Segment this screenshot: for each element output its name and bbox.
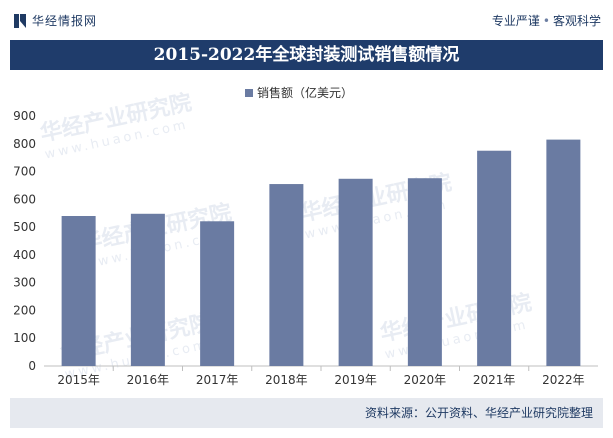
header-bar: 华经情报网 专业严谨 • 客观科学 [0, 0, 613, 40]
bar [61, 216, 96, 366]
y-tick-label: 300 [13, 276, 36, 290]
x-tick-label: 2017年 [196, 373, 239, 387]
source-note: 资料来源：公开资料、华经产业研究院整理 [364, 406, 593, 420]
bar [477, 150, 512, 366]
x-tick-label: 2020年 [404, 373, 447, 387]
x-tick-label: 2018年 [265, 373, 308, 387]
chart-title: 2015-2022年全球封装测试销售额情况 [10, 40, 603, 70]
y-tick-label: 0 [28, 359, 36, 373]
y-tick-label: 700 [13, 165, 36, 179]
logo-icon [14, 13, 26, 28]
slogan-right: 客观科学 [552, 14, 601, 28]
slogan: 专业严谨 • 客观科学 [492, 12, 601, 29]
bar [338, 178, 373, 366]
slogan-dot-icon: • [542, 14, 550, 28]
y-tick-label: 400 [13, 248, 36, 262]
y-tick-label: 800 [13, 137, 36, 151]
y-tick-label: 100 [13, 331, 36, 345]
footer: 资料来源：公开资料、华经产业研究院整理 [10, 398, 603, 428]
x-tick-label: 2016年 [127, 373, 170, 387]
slogan-left: 专业严谨 [491, 14, 540, 28]
x-tick-label: 2021年 [473, 373, 516, 387]
bar [200, 221, 235, 366]
bar [546, 139, 581, 366]
x-tick-label: 2022年 [542, 373, 585, 387]
y-tick-label: 200 [13, 303, 36, 317]
x-tick-label: 2015年 [57, 373, 100, 387]
bar [130, 213, 165, 366]
bar-chart: 销售额（亿美元） 0 100 200 300 400 500 600 700 800 900 2015… [13, 85, 598, 387]
x-tick-label: 2019年 [334, 373, 377, 387]
legend-swatch [245, 89, 253, 97]
bar [269, 184, 304, 366]
y-tick-label: 600 [13, 192, 36, 206]
y-tick-label: 900 [13, 109, 36, 123]
y-tick-label: 500 [13, 220, 36, 234]
bar [407, 178, 442, 366]
brand: 华经情报网 [14, 12, 97, 29]
legend-label: 销售额（亿美元） [257, 85, 353, 100]
brand-name: 华经情报网 [32, 14, 98, 28]
